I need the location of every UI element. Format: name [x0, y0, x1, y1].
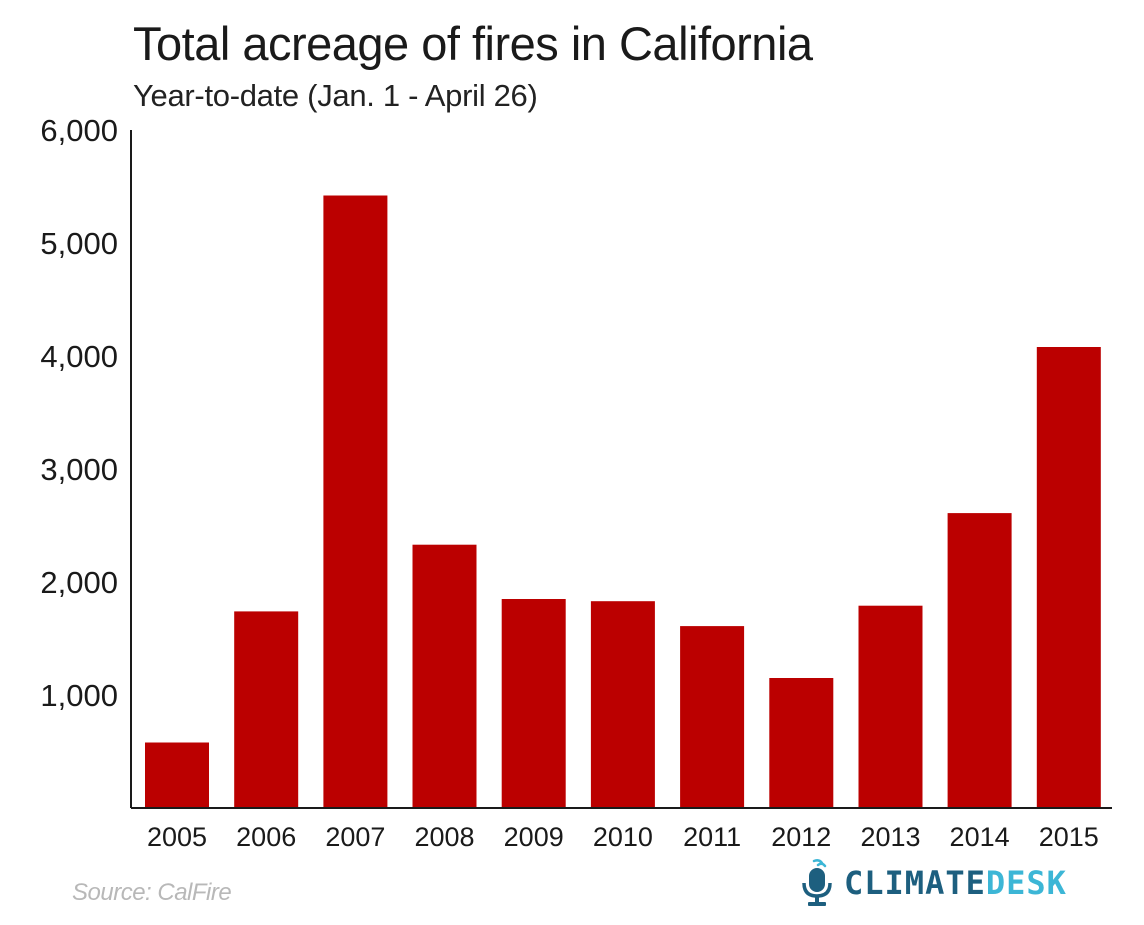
logo-word-desk: DESK: [985, 864, 1067, 902]
y-tick-label: 5,000: [40, 226, 118, 261]
chart-title: Total acreage of fires in California: [133, 17, 813, 70]
x-tick-label: 2010: [593, 822, 653, 852]
bars-group: [145, 195, 1101, 808]
climate-desk-logo: CLIMATE DESK: [800, 857, 1067, 909]
bar-2005: [145, 742, 209, 808]
y-tick-label: 3,000: [40, 452, 118, 487]
x-tick-label: 2009: [504, 822, 564, 852]
x-tick-label: 2014: [950, 822, 1010, 852]
bar-2012: [769, 678, 834, 808]
microphone-icon: [802, 859, 832, 906]
x-tick-label: 2012: [771, 822, 831, 852]
source-note: Source: CalFire: [72, 879, 232, 906]
x-tick-label: 2006: [236, 822, 296, 852]
x-tick-label: 2013: [860, 822, 920, 852]
x-tick-label: 2007: [325, 822, 385, 852]
logo-word-climate: CLIMATE: [844, 864, 986, 902]
x-axis-ticks: 2005 2006 2007 2008 2009 2010 2011 2012 2013 2014…: [147, 822, 1099, 852]
bar-2013: [858, 605, 923, 808]
bar-2010: [590, 601, 655, 808]
y-tick-label: 1,000: [40, 678, 118, 713]
y-tick-label: 2,000: [40, 565, 118, 600]
bar-2011: [680, 626, 745, 808]
x-tick-label: 2008: [414, 822, 474, 852]
y-tick-label: 6,000: [40, 113, 118, 148]
y-axis-ticks: 1,000 2,000 3,000 4,000 5,000 6,000: [40, 113, 118, 713]
chart-subtitle: Year-to-date (Jan. 1 - April 26): [133, 78, 538, 113]
bar-2009: [501, 599, 566, 808]
x-tick-label: 2011: [683, 822, 741, 852]
bar-2007: [323, 195, 388, 808]
x-tick-label: 2005: [147, 822, 207, 852]
bar-2006: [234, 611, 299, 808]
bar-2015: [1036, 347, 1101, 808]
y-tick-label: 4,000: [40, 339, 118, 374]
x-tick-label: 2015: [1039, 822, 1099, 852]
bar-2014: [947, 513, 1012, 808]
bar-2008: [412, 544, 477, 808]
